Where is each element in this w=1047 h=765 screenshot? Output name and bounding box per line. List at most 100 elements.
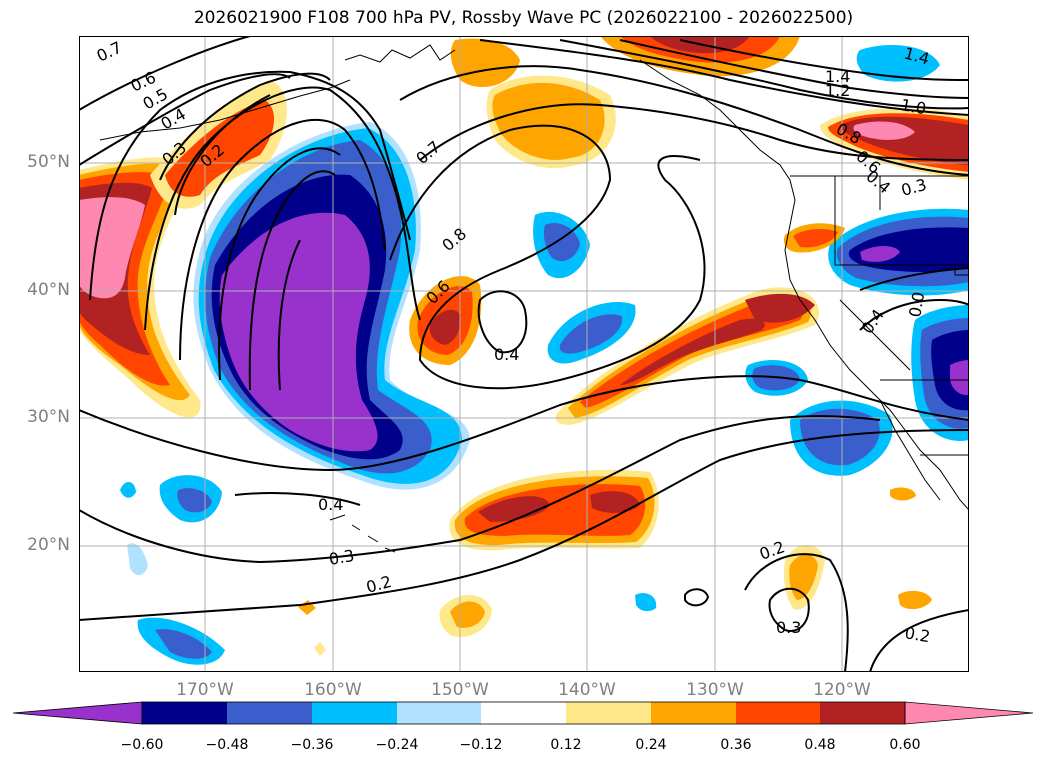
lon-label-170w: 170°W <box>176 680 234 700</box>
colorbar-bin-pos048 <box>820 702 905 724</box>
map-border <box>79 36 969 672</box>
lon-label-120w: 120°W <box>813 680 871 700</box>
colorbar-tick: 0.24 <box>635 737 667 753</box>
colorbar-bin-neg012 <box>397 702 481 724</box>
map-title: 2026021900 F108 700 hPa PV, Rossby Wave … <box>193 8 854 28</box>
pos-anomaly-mx-2 <box>898 590 932 610</box>
pos-anomaly-ca-coast-core <box>793 228 838 248</box>
contour-label: 0.3 <box>327 546 355 569</box>
colorbar-bin-zero <box>481 702 566 724</box>
contour-west-1 <box>79 36 251 111</box>
contour-southeast <box>869 609 969 672</box>
pos-anomaly-south-048b <box>590 491 640 513</box>
lat-label-20n: 20°N <box>27 535 70 555</box>
contour-trough-5 <box>218 147 341 381</box>
lon-label-140w: 140°W <box>558 680 616 700</box>
colorbar-tick: 0.36 <box>720 737 752 753</box>
contour-south-4 <box>744 553 849 672</box>
neg-anomaly-sw-1-core <box>177 488 212 513</box>
neg-anomaly-sw-2-core <box>155 629 212 659</box>
lon-label-150w: 150°W <box>431 680 489 700</box>
colorbar-tick: −0.48 <box>205 737 249 753</box>
coast-hawaii <box>329 514 396 553</box>
contour-ridge-2 <box>419 103 969 161</box>
colorbar-bin-neg036 <box>227 702 312 724</box>
pos-anomaly-arc-inner <box>165 100 275 197</box>
contour-south-6 <box>684 588 710 607</box>
pos-anomaly-pnw-060 <box>853 121 915 140</box>
contour-mid-loop <box>389 124 706 390</box>
colorbar-tick: −0.12 <box>459 737 503 753</box>
contour-west-4 <box>174 94 271 216</box>
contour-trough-4 <box>179 119 386 361</box>
colorbar-tick: −0.60 <box>120 737 164 753</box>
pos-anomaly-north-1 <box>450 38 520 88</box>
contour-trough-3 <box>144 86 421 331</box>
contour-label: 1.2 <box>825 81 850 100</box>
contour-south-3 <box>234 492 361 506</box>
colorbar-bin-neg024 <box>312 702 397 724</box>
neg-anomaly-se-060 <box>950 360 969 396</box>
colorbar-tick: 0.48 <box>804 737 836 753</box>
colorbar-bin-neg048 <box>142 702 227 724</box>
contour-ridge-4 <box>559 39 969 110</box>
neg-anomaly-ne-blue <box>856 45 940 82</box>
map-panel: 0.7 0.6 0.5 0.4 0.3 0.2 0.7 0.8 0.6 0.4 … <box>79 36 969 672</box>
colorbar-bin-pos024 <box>651 702 736 724</box>
contour-trough-7 <box>277 239 301 391</box>
coast-pnw <box>639 59 969 511</box>
colorbar-bin-pos036 <box>736 702 820 724</box>
pos-anomaly-dot-2 <box>314 642 326 656</box>
contour-south-5 <box>768 587 810 632</box>
pv-contours <box>79 36 969 672</box>
neg-anomaly-small-1 <box>120 481 136 498</box>
contour-mid-small <box>477 290 528 354</box>
neg-anomaly-mid-3-core <box>559 314 623 354</box>
lat-label-30n: 30°N <box>27 407 70 427</box>
pos-anomaly-diagonal-east <box>745 293 815 323</box>
contour-label: 0.3 <box>776 618 801 637</box>
contour-trough-2 <box>89 70 411 301</box>
contour-south-1 <box>79 429 969 621</box>
pos-anomaly-south-048 <box>478 496 550 522</box>
neg-anomaly-nv-060 <box>860 246 900 262</box>
contour-south-2 <box>79 415 881 564</box>
border-states <box>834 176 969 456</box>
pos-anomaly-diagonal-048 <box>620 318 765 385</box>
lat-label-50n: 50°N <box>27 152 70 172</box>
contour-ridge-5 <box>619 39 969 99</box>
neg-anomaly-east-2-core <box>800 408 880 466</box>
pos-anomaly-north-3 <box>492 82 605 160</box>
contour-trough-outer <box>79 375 969 472</box>
contour-east-2 <box>859 298 969 331</box>
neg-anomaly-small-3 <box>635 593 657 612</box>
contour-west-2 <box>79 73 291 166</box>
contour-east-1 <box>859 267 969 291</box>
contour-trough-6 <box>248 170 336 391</box>
pos-anomaly-mx-3 <box>890 487 916 501</box>
colorbar-tick: 0.12 <box>550 737 582 753</box>
contour-label: 1.0 <box>899 95 927 118</box>
colorbar-extend-max <box>904 701 1034 725</box>
coast-baja <box>879 399 941 501</box>
contour-ridge-6 <box>679 39 969 81</box>
contour-west-3 <box>159 72 331 181</box>
contour-label: 0.2 <box>903 623 931 646</box>
colorbar-tick: −0.36 <box>290 737 334 753</box>
pos-anomaly-mx-1-core <box>789 554 818 600</box>
contour-ridge-3 <box>479 39 969 116</box>
pos-anomaly-hi-1-core <box>450 601 485 628</box>
colorbar <box>12 701 1034 725</box>
neg-anomaly-small-2 <box>127 543 148 576</box>
colorbar-extend-min <box>12 701 143 725</box>
lat-label-40n: 40°N <box>27 280 70 300</box>
contour-label: 0.0 <box>905 290 928 318</box>
pos-anomaly-mid-2-red <box>429 309 461 345</box>
colorbar-bin-pos012 <box>566 702 651 724</box>
contour-label: 1.4 <box>825 67 850 86</box>
colorbar-tick: −0.24 <box>375 737 419 753</box>
lon-label-130w: 130°W <box>686 680 744 700</box>
colorbar-outline <box>141 701 906 725</box>
pos-anomaly-west-060 <box>79 197 145 299</box>
pv-anomaly-fill-layer <box>79 36 969 665</box>
